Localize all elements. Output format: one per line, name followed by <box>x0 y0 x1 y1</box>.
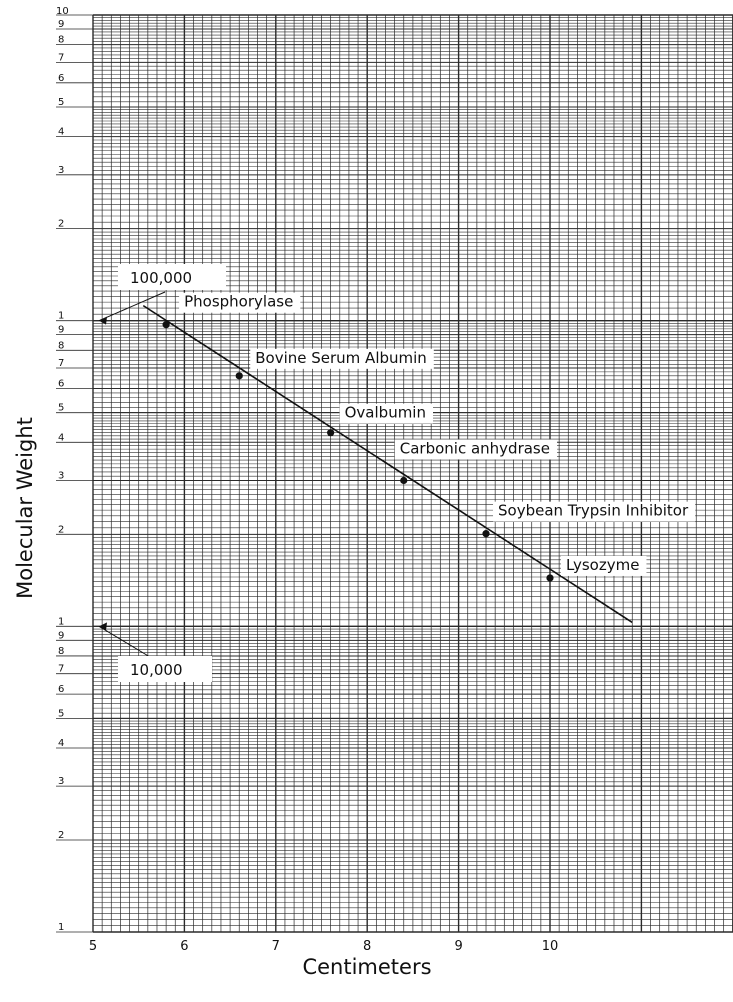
x-tick-label: 7 <box>272 939 280 954</box>
point-label-bg <box>339 403 433 424</box>
data-point <box>400 476 408 485</box>
point-labels: Phosphorylase Bovine Serum Albumin Ovalbum… <box>179 292 696 576</box>
callout-box <box>118 264 226 290</box>
y-tick-label: 3 <box>58 165 64 176</box>
y-tick-label: 3 <box>58 470 64 481</box>
y-tick-label: 7 <box>58 664 64 675</box>
x-tick-label: 5 <box>89 939 97 954</box>
point-label-text: Phosphorylase <box>184 293 293 311</box>
y-tick-label: 4 <box>58 432 64 443</box>
y-tick-label: 7 <box>58 52 64 63</box>
x-tick-label: 6 <box>180 939 188 954</box>
point-label-text: Ovalbumin <box>345 404 426 422</box>
data-point <box>327 429 335 437</box>
point-label-bg <box>394 439 557 460</box>
y-tick-labels: 1 2 3 4 5 6 7 8 9 1 2 3 4 5 6 7 8 9 1 2 3 4 5 6 7 8 9 10 <box>56 6 93 933</box>
data-points <box>162 321 554 582</box>
point-label: Lysozyme <box>561 555 647 576</box>
point-label-text: Bovine Serum Albumin <box>255 349 427 367</box>
y-tick-label: 9 <box>58 19 64 30</box>
point-label-bg <box>493 501 696 522</box>
y-tick-label: 4 <box>58 738 64 749</box>
callout-label: 100,000 <box>130 269 192 287</box>
y-tick-label: 1 <box>58 311 64 322</box>
x-tick-label: 9 <box>454 939 462 954</box>
y-tick-label: 6 <box>58 73 64 84</box>
reference-callouts: 100,000 10,000 <box>98 264 226 682</box>
y-tick-label: 3 <box>58 776 64 787</box>
y-tick-label: 2 <box>58 830 64 841</box>
point-label-bg <box>250 348 434 369</box>
data-point <box>482 530 490 538</box>
y-tick-label: 6 <box>58 378 64 389</box>
y-tick-label: 1 <box>58 616 64 627</box>
y-tick-label: 2 <box>58 219 64 230</box>
y-tick-label: 4 <box>58 127 64 138</box>
fit-line <box>142 304 633 624</box>
point-label: Phosphorylase <box>179 292 301 313</box>
data-point <box>235 372 243 380</box>
point-label-text: Soybean Trypsin Inhibitor <box>498 502 689 520</box>
y-tick-label: 9 <box>58 325 64 336</box>
callout-arrowhead <box>99 316 107 325</box>
point-label-bg <box>179 292 301 313</box>
point-label: Soybean Trypsin Inhibitor <box>493 501 696 522</box>
callout-arrowhead <box>99 622 107 631</box>
point-label-text: Lysozyme <box>566 556 639 574</box>
y-tick-label: 5 <box>58 708 64 719</box>
x-tick-label: 10 <box>542 939 559 954</box>
y-tick-label: 5 <box>58 403 64 414</box>
x-tick-labels: 5 6 7 8 9 10 <box>89 939 558 954</box>
y-axis-title: Molecular Weight <box>13 417 37 599</box>
point-label-bg <box>561 555 647 576</box>
data-point <box>162 321 170 329</box>
y-tick-label: 9 <box>58 630 64 641</box>
y-tick-label: 5 <box>58 97 64 108</box>
data-point <box>546 574 554 582</box>
y-tick-label: 8 <box>58 340 64 351</box>
y-tick-label: 7 <box>58 358 64 369</box>
x-tick-label: 8 <box>363 939 371 954</box>
point-label: Bovine Serum Albumin <box>250 348 434 369</box>
point-label: Carbonic anhydrase <box>394 439 557 460</box>
plot-grid <box>92 14 733 933</box>
callout-leader <box>98 291 166 322</box>
y-tick-label: 6 <box>58 684 64 695</box>
x-axis-title: Centimeters <box>302 955 431 979</box>
point-label-text: Carbonic anhydrase <box>400 439 550 457</box>
y-tick-label: 2 <box>58 524 64 535</box>
point-label: Ovalbumin <box>339 403 433 424</box>
y-tick-label: 8 <box>58 646 64 657</box>
callout-label: 10,000 <box>130 661 183 679</box>
y-tick-label: 8 <box>58 35 64 46</box>
fit-line-group <box>142 304 633 624</box>
callout-leader <box>98 625 151 658</box>
y-tick-label-top: 10 <box>56 6 69 17</box>
y-tick-label: 1 <box>58 922 64 933</box>
callout-box <box>118 656 212 682</box>
